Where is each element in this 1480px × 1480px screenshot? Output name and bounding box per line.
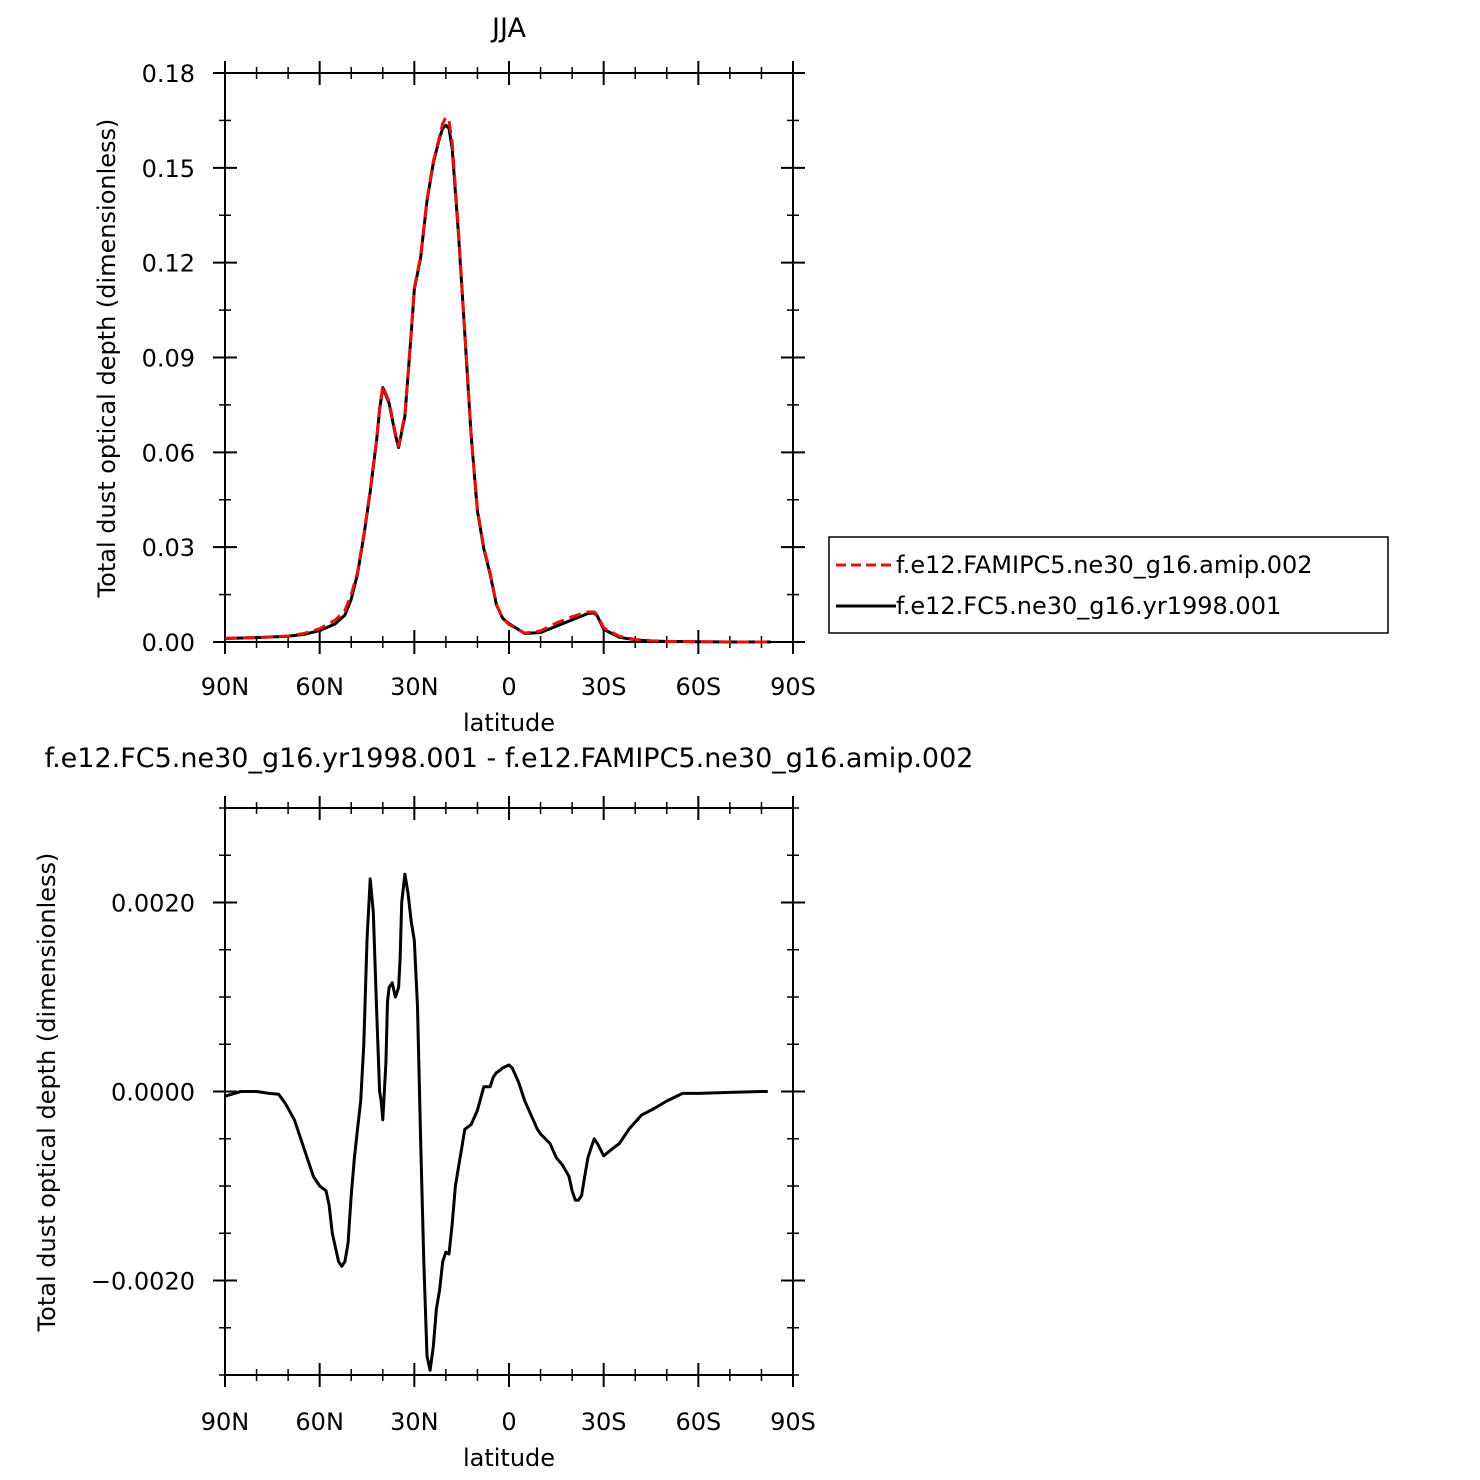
- series-line-fc5: [224, 872, 768, 1372]
- y-tick-label: 0.03: [142, 534, 195, 562]
- legend: f.e12.FAMIPC5.ne30_g16.amip.002 f.e12.FC…: [828, 536, 1389, 634]
- x-tick-label: 60N: [295, 1408, 344, 1436]
- top-panel: JJA Total dust optical depth (dimensionl…: [93, 13, 1389, 737]
- plot-frame: [224, 72, 794, 643]
- legend-box: [828, 536, 1389, 634]
- plot-frame: [224, 807, 794, 1376]
- y-tick-label: 0.09: [142, 345, 195, 373]
- x-tick-label: 60S: [675, 673, 721, 701]
- series-line-fc5: [224, 123, 771, 644]
- bottom-panel: f.e12.FC5.ne30_g16.yr1998.001 - f.e12.FA…: [33, 743, 973, 1472]
- panel-1-title: JJA: [490, 13, 526, 44]
- panel-1-x-axis-label: latitude: [463, 709, 555, 737]
- x-tick-label: 90S: [770, 1408, 816, 1436]
- legend-label-amip: f.e12.FAMIPC5.ne30_g16.amip.002: [896, 551, 1313, 579]
- x-tick-label: 90N: [201, 1408, 250, 1436]
- x-tick-label: 30S: [581, 1408, 627, 1436]
- x-tick-label: 90S: [770, 673, 816, 701]
- panel-1-lines: [224, 115, 771, 644]
- series-line-amip: [224, 115, 771, 644]
- x-tick-label: 60S: [675, 1408, 721, 1436]
- y-tick-label: 0.12: [142, 250, 195, 278]
- y-tick-label: 0.0000: [111, 1079, 195, 1107]
- y-tick-label: 0.00: [142, 629, 195, 657]
- x-tick-label: 0: [501, 673, 516, 701]
- panel-2-axes: 90N 60N 30N 0 30S 60S 90S −0.0020 0.0000 0.0020: [91, 796, 816, 1436]
- panel-1-y-axis-label: Total dust optical depth (dimensionless): [93, 119, 121, 599]
- y-tick-label: 0.06: [142, 439, 195, 467]
- x-tick-label: 30S: [581, 673, 627, 701]
- x-tick-label: 0: [501, 1408, 516, 1436]
- x-tick-label: 60N: [295, 673, 344, 701]
- panel-2-title: f.e12.FC5.ne30_g16.yr1998.001 - f.e12.FA…: [45, 743, 974, 774]
- panel-2-y-axis-label: Total dust optical depth (dimensionless): [33, 853, 61, 1333]
- legend-label-fc5: f.e12.FC5.ne30_g16.yr1998.001: [896, 592, 1281, 620]
- x-tick-label: 30N: [390, 673, 439, 701]
- y-tick-label: 0.18: [142, 60, 195, 88]
- y-tick-label: 0.15: [142, 155, 195, 183]
- y-tick-label: −0.0020: [91, 1268, 195, 1296]
- panel-2-x-axis-label: latitude: [463, 1444, 555, 1472]
- y-tick-label: 0.0020: [111, 890, 195, 918]
- panel-1-axes: 90N 60N 30N 0 30S 60S 90S 0.00 0.03 0.06 0.09 0.12 0…: [142, 60, 816, 701]
- x-tick-label: 90N: [201, 673, 250, 701]
- panel-2-lines: [224, 872, 768, 1372]
- x-tick-label: 30N: [390, 1408, 439, 1436]
